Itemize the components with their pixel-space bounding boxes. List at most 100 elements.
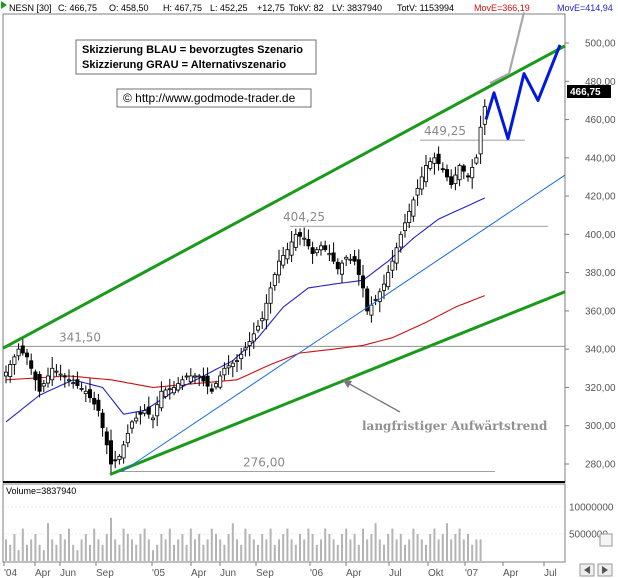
volume-bar [26, 544, 28, 561]
volume-label: Volume=3837940 [6, 486, 76, 496]
scenario-sketches [484, 12, 562, 141]
candle-body [344, 256, 349, 260]
y-tick-label: 380,00 [585, 268, 616, 279]
volume-tick-label: 10000000 [569, 503, 614, 514]
candle-body [407, 210, 412, 223]
volume-bar [76, 550, 79, 561]
x-tick-label: Apr [503, 568, 519, 578]
volume-bar [366, 539, 369, 561]
candle-body [285, 249, 290, 260]
volume-bar [395, 539, 398, 561]
volume-bar [311, 534, 314, 561]
volume-bar [139, 534, 142, 561]
volume-bar [416, 534, 419, 561]
candle-body [318, 245, 323, 251]
y-tick-label: 460,00 [585, 115, 616, 126]
candle-body [8, 364, 13, 377]
y-tick-label: 320,00 [585, 383, 616, 394]
volume-bar [475, 539, 478, 561]
volume-bar [240, 544, 243, 561]
volume-bar [194, 539, 196, 561]
volume-bar [336, 544, 339, 561]
x-tick-label: Jul [389, 568, 402, 578]
candle-body [79, 388, 84, 390]
volume-bar [51, 539, 54, 561]
current-price-value: 466,75 [570, 87, 601, 98]
volume-bar [429, 534, 432, 561]
y-tick-label: 400,00 [585, 230, 616, 241]
volume-bar [244, 528, 247, 561]
candle-body [67, 379, 72, 382]
candle-body [423, 165, 428, 183]
volume-bar [467, 534, 469, 561]
volume-bar [42, 550, 45, 561]
volume-bar [370, 534, 373, 561]
volume-bar [177, 539, 180, 561]
volume-bar [252, 539, 255, 561]
header-high: H: 467,75 [163, 3, 202, 13]
candle-body [83, 390, 88, 395]
copyright-box [116, 88, 312, 108]
candle-body [440, 168, 445, 171]
volume-bar [84, 534, 87, 561]
volume-bar [345, 528, 348, 561]
volume-bar [215, 534, 217, 561]
y-tick-label: 440,00 [585, 153, 616, 164]
volume-bar [38, 544, 41, 561]
candle-body [226, 365, 231, 369]
candle-body [398, 233, 403, 248]
volume-bar [13, 534, 16, 561]
header-strip: NESN [30] C: 466,75 O: 458,50 H: 467,75 … [1, 1, 613, 13]
volume-bar [404, 544, 406, 561]
x-tick-label: '05 [152, 568, 165, 578]
x-tick-label: Apr [346, 568, 362, 578]
panel-resize-handle[interactable] [599, 533, 613, 547]
candle-body [129, 421, 134, 429]
candle-body [75, 379, 80, 386]
volume-bar [9, 544, 12, 561]
volume-bar [383, 544, 385, 561]
volume-bar [17, 550, 20, 561]
volume-bar [412, 528, 415, 561]
candle-body [192, 375, 197, 378]
volume-bar [236, 539, 238, 561]
candle-body [109, 440, 114, 465]
x-tick-label: Jun [60, 568, 76, 578]
volume-bar [21, 528, 24, 561]
volume-bar [328, 534, 331, 561]
candle-body [419, 176, 424, 190]
volume-bar [471, 544, 474, 561]
candle-body [390, 260, 395, 271]
menu-triangle-icon[interactable] [1, 1, 7, 9]
volume-bars: 10000000 5000000 [3, 503, 614, 561]
candle-body [16, 348, 21, 357]
volume-bar [185, 544, 188, 561]
volume-bar [299, 534, 301, 561]
candle-body [62, 375, 67, 378]
level-label: 341,50 [59, 330, 101, 344]
scroll-left-icon [584, 566, 590, 574]
candle-body [96, 399, 101, 411]
candle-body [92, 397, 97, 405]
volume-bar [34, 534, 37, 561]
candle-body [478, 126, 483, 155]
level-label: 449,25 [424, 124, 466, 138]
header-move-red: MovE=366,19 [474, 3, 530, 13]
volume-bar [30, 539, 33, 561]
volume-bar [93, 528, 96, 561]
y-tick-label: 340,00 [585, 345, 616, 356]
volume-bar [278, 539, 280, 561]
volume-bar [261, 534, 264, 561]
volume-bar [97, 539, 100, 561]
volume-bar [315, 544, 318, 561]
scroll-right-icon [602, 566, 608, 574]
volume-bar [89, 544, 91, 561]
level-label: 404,25 [283, 210, 325, 224]
x-tick-label: Okt [428, 568, 444, 578]
volume-bar [143, 528, 146, 561]
candle-body [293, 233, 298, 248]
volume-bar [282, 534, 285, 561]
candle-body [205, 375, 210, 387]
volume-bar [55, 544, 58, 561]
x-tick-label: Sep [96, 568, 114, 578]
